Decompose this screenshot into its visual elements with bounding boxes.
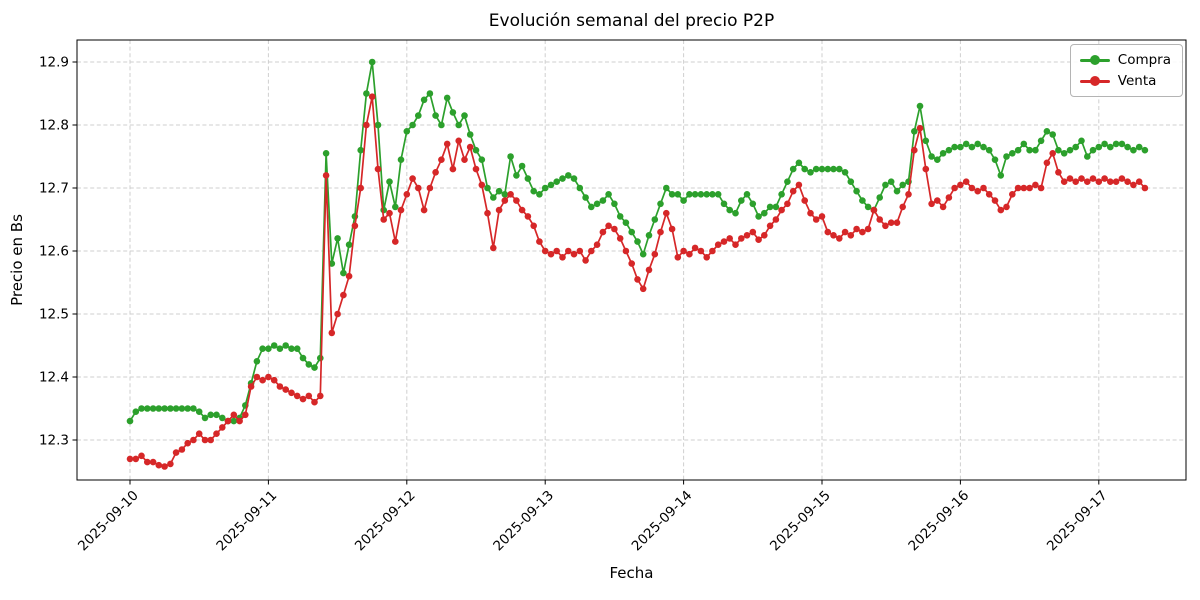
axis-ticks (72, 61, 1100, 485)
y-axis-label: Precio en Bs (8, 214, 26, 306)
x-tick-label: 2025-09-10 (75, 488, 142, 555)
compra-line-marker-icon (1079, 58, 1110, 62)
y-tick-label: 12.7 (39, 181, 69, 197)
y-tick-label: 12.5 (39, 307, 69, 323)
venta-line-marker-icon (1079, 79, 1110, 83)
legend: Compra Venta (1069, 44, 1183, 97)
x-axis-label: Fecha (609, 564, 654, 582)
y-tick-label: 12.3 (39, 433, 69, 449)
gridlines (77, 40, 1186, 480)
y-tick-label: 12.8 (39, 118, 69, 134)
x-tick-label: 2025-09-15 (767, 488, 834, 555)
legend-label-venta: Venta (1117, 73, 1157, 89)
chart-title: Evolución semanal del precio P2P (488, 11, 775, 31)
y-tick-label: 12.9 (39, 55, 69, 71)
y-tick-label: 12.6 (39, 244, 69, 260)
x-tick-label: 2025-09-14 (629, 488, 696, 555)
legend-label-compra: Compra (1117, 52, 1171, 68)
x-tick-label: 2025-09-11 (213, 488, 280, 555)
series-markers-venta (126, 93, 1149, 470)
plot-border (76, 39, 1187, 481)
x-tick-label: 2025-09-13 (490, 488, 557, 555)
x-tick-label: 2025-09-17 (1044, 488, 1111, 555)
legend-item-compra: Compra (1079, 52, 1171, 68)
legend-item-venta: Venta (1079, 73, 1171, 89)
y-tick-label: 12.4 (39, 370, 69, 386)
x-tick-label: 2025-09-16 (905, 488, 972, 555)
tick-labels: 12.3 12.4 12.5 12.6 12.7 12.8 12.9 2025-09-10 20… (39, 55, 1111, 555)
series-markers-compra (126, 58, 1149, 425)
x-tick-label: 2025-09-12 (352, 488, 419, 555)
